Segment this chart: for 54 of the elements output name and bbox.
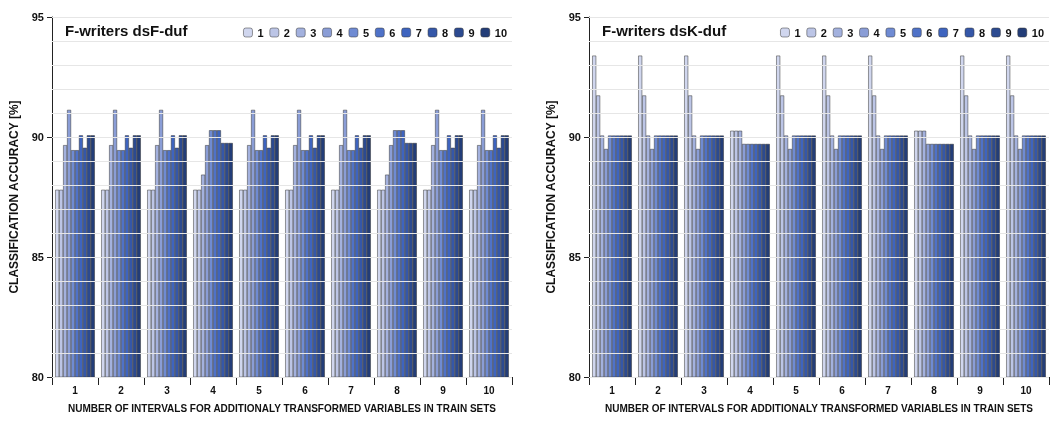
legend-label: 7: [415, 26, 422, 39]
x-tick-label: 10: [483, 384, 495, 396]
y-axis-title: CLASSIFICATION ACCURACY [%]: [544, 100, 558, 294]
x-tick-label: 3: [164, 384, 171, 396]
legend-label: 1: [257, 26, 264, 39]
legend-label: 9: [468, 26, 475, 39]
y-tick-label: 95: [568, 11, 581, 23]
legend-label: 2: [283, 26, 290, 39]
legend-label: 1: [794, 26, 801, 39]
x-tick-label: 9: [977, 384, 984, 396]
x-tick-label: 7: [885, 384, 892, 396]
chart-title: F-writers dsF-duf: [65, 22, 189, 39]
legend-label: 6: [389, 26, 396, 39]
legend-label: 3: [310, 26, 317, 39]
chart-title: F-writers dsK-duf: [602, 22, 728, 39]
legend-label: 10: [494, 26, 508, 39]
x-axis-title: NUMBER OF INTERVALS FOR ADDITIONALY TRANSFORMED VARIABLES IN TRAIN SETS: [605, 402, 1034, 414]
legend-label: 2: [820, 26, 827, 39]
legend-label: 10: [1031, 26, 1045, 39]
x-tick-label: 6: [302, 384, 309, 396]
legend-label: 5: [899, 26, 907, 39]
legend-label: 3: [847, 26, 854, 39]
legend-label: 8: [442, 26, 449, 39]
legend-label: 9: [1005, 26, 1012, 39]
x-tick-label: 2: [118, 384, 125, 396]
x-tick-label: 7: [348, 384, 355, 396]
x-tick-label: 4: [747, 384, 754, 396]
x-tick-label: 10: [1020, 384, 1032, 396]
legend-label: 8: [979, 26, 986, 39]
y-axis-title: CLASSIFICATION ACCURACY [%]: [7, 100, 21, 294]
y-tick-label: 85: [31, 251, 44, 263]
x-tick-label: 4: [210, 384, 217, 396]
legend-label: 4: [336, 26, 344, 39]
x-tick-label: 2: [655, 384, 662, 396]
x-tick-label: 3: [701, 384, 708, 396]
x-axis-title: NUMBER OF INTERVALS FOR ADDITIONALY TRANSFORMED VARIABLES IN TRAIN SETS: [68, 402, 497, 414]
y-tick-label: 80: [568, 371, 581, 383]
x-tick-label: 9: [440, 384, 447, 396]
legend-label: 6: [926, 26, 933, 39]
x-tick-label: 5: [793, 384, 800, 396]
x-tick-label: 8: [394, 384, 401, 396]
y-tick-label: 90: [31, 131, 44, 143]
legend-label: 5: [362, 26, 370, 39]
x-tick-label: 6: [839, 384, 846, 396]
x-tick-label: 8: [931, 384, 938, 396]
y-tick-label: 95: [31, 11, 44, 23]
x-tick-label: 5: [256, 384, 263, 396]
x-tick-label: 1: [609, 384, 616, 396]
legend-label: 4: [873, 26, 881, 39]
legend-label: 7: [952, 26, 959, 39]
y-tick-label: 80: [31, 371, 44, 383]
x-tick-label: 1: [72, 384, 79, 396]
y-tick-label: 90: [568, 131, 581, 143]
y-tick-label: 85: [568, 251, 581, 263]
